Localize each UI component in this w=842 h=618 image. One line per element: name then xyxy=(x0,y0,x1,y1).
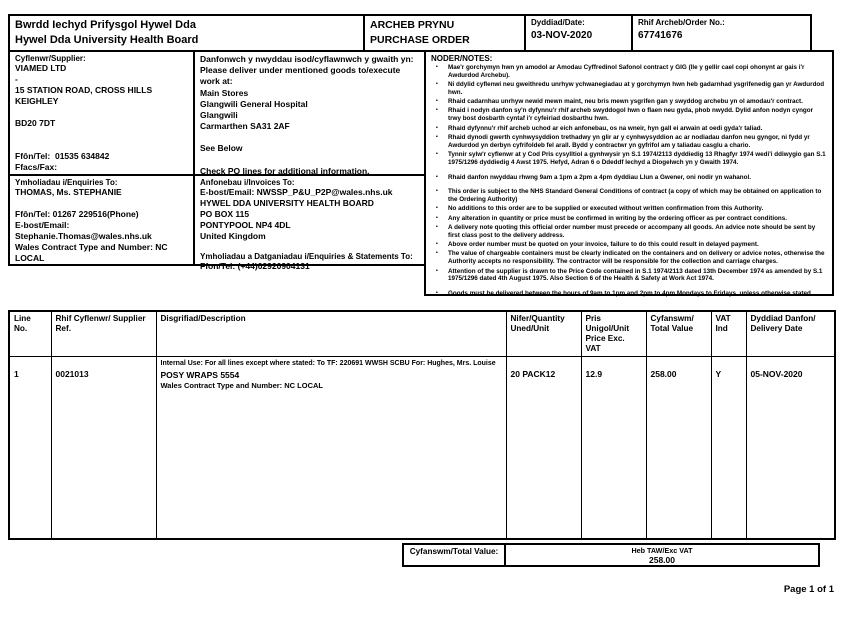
note-item: Rhaid dyfynnu'r rhif archeb uchod ar eic… xyxy=(435,125,827,133)
exc-vat-label: Heb TAW/Exc VAT xyxy=(631,546,693,555)
item-description: POSY WRAPS 5554 xyxy=(160,370,240,380)
order-date-cell: Dyddiad/Date: 03-NOV-2020 xyxy=(524,14,633,52)
line-items-section: Line No. Rhif Cyflenwr/ Supplier Ref. Disg… xyxy=(8,310,836,540)
order-number-value: 67741676 xyxy=(638,30,683,41)
cell-vat-ind: Y xyxy=(710,356,747,540)
col-header-supplier-ref: Rhif Cyflenwr/ Supplier Ref. xyxy=(50,310,157,357)
col-header-total-value: Cyfanswm/Total Value xyxy=(645,310,712,357)
invoices-email: E-bost/Email: NWSSP_P&U_P2P@wales.nhs.uk xyxy=(200,187,393,197)
cell-total-value: 258.00 xyxy=(645,356,712,540)
note-item: Attention of the supplier is drawn to th… xyxy=(435,268,827,284)
cell-delivery-date: 05-NOV-2020 xyxy=(745,356,836,540)
supplier-phone: Ffôn/Tel: 01535 634842 xyxy=(15,151,110,161)
totals-row: Cyfanswm/Total Value: Heb TAW/Exc VAT 25… xyxy=(402,543,820,567)
notes-list: Mae'r gorchymyn hwn yn amodol ar Amodau … xyxy=(435,64,827,298)
notes-label: NODER/NOTES: xyxy=(431,54,493,63)
header-row: Bwrdd Iechyd Prifysgol Hywel Dda Hywel D… xyxy=(8,14,812,52)
invoices-line: PONTYPOOL NP4 4DL xyxy=(200,220,291,230)
supplier-address-line: - xyxy=(15,74,18,84)
order-number-label: Rhif Archeb/Order No.: xyxy=(638,18,725,27)
cell-unit-price: 12.9 xyxy=(580,356,647,540)
note-item: Goods must be delivered between the hour… xyxy=(435,290,827,298)
document-title-cell: ARCHEB PRYNU PURCHASE ORDER xyxy=(363,14,526,52)
note-item: Above order number must be quoted on you… xyxy=(435,241,827,249)
supplier-postcode: BD20 7DT xyxy=(15,118,56,128)
internal-use-note: Internal Use: For all lines except where… xyxy=(160,360,496,367)
supplier-fax: Ffacs/Fax: xyxy=(15,162,58,172)
deliver-to-line: Glangwili General Hospital xyxy=(200,99,308,109)
deliver-to-box: Danfonwch y nwyddau isod/cyflawnwch y gw… xyxy=(193,50,426,176)
item-contract-note: Wales Contract Type and Number: NC LOCAL xyxy=(160,381,324,390)
supplier-label: Cyflenwr/Supplier: xyxy=(15,54,86,63)
statements-phone: Ffon/Tel: (+44)02920904131 xyxy=(200,261,310,271)
note-item: The value of chargeable containers must … xyxy=(435,250,827,266)
col-header-unit-price: Pris Unigol/Unit Price Exc. VAT xyxy=(580,310,647,357)
line-items-table: Line No. Rhif Cyflenwr/ Supplier Ref. Disg… xyxy=(8,310,836,540)
note-item: Rhaid danfon nwyddau rhwng 9am a 1pm a 2… xyxy=(435,174,827,182)
total-value-amount: 258.00 xyxy=(649,555,675,565)
col-header-vat-ind: VAT Ind xyxy=(710,310,747,357)
col-header-description: Disgrifiad/Description xyxy=(155,310,507,357)
col-header-delivery-date: Dyddiad Danfon/Delivery Date xyxy=(745,310,836,357)
supplier-address-line: 15 STATION ROAD, CROSS HILLS xyxy=(15,85,153,95)
note-item: Rhaid cadarnhau unrhyw newid mewn maint,… xyxy=(435,98,827,106)
table-row: 1 0021013 Internal Use: For all lines ex… xyxy=(8,356,836,540)
invoices-box: Anfonebau i/Invoices To: E-bost/Email: N… xyxy=(193,174,426,271)
deliver-to-line: Glangwili xyxy=(200,110,238,120)
note-item: This order is subject to the NHS Standar… xyxy=(435,188,827,204)
org-name-welsh: Bwrdd Iechyd Prifysgol Hywel Dda xyxy=(15,19,196,31)
note-item: Any alteration in quantity or price must… xyxy=(435,215,827,223)
cell-line-no: 1 xyxy=(8,356,52,540)
doc-title-welsh: ARCHEB PRYNU xyxy=(370,19,455,31)
check-po-note: Check PO lines for additional informatio… xyxy=(200,166,370,176)
org-name-english: Hywel Dda University Health Board xyxy=(15,34,199,46)
date-value: 03-NOV-2020 xyxy=(531,30,593,41)
statements-label: Ymholiadau a Datganiadau i/Enquiries & S… xyxy=(200,252,413,261)
deliver-to-line: Main Stores xyxy=(200,88,249,98)
invoices-label: Anfonebau i/Invoices To: xyxy=(200,178,295,187)
supplier-address-line xyxy=(15,107,188,118)
supplier-name: VIAMED LTD xyxy=(15,63,67,73)
notes-box: NODER/NOTES: Mae'r gorchymyn hwn yn amod… xyxy=(424,50,834,298)
note-item: Mae'r gorchymyn hwn yn amodol ar Amodau … xyxy=(435,64,827,80)
see-below-note: See Below xyxy=(200,143,243,153)
org-name-cell: Bwrdd Iechyd Prifysgol Hywel Dda Hywel D… xyxy=(8,14,365,52)
invoices-line: United Kingdom xyxy=(200,231,266,241)
enquiries-phone: Ffôn/Tel: 01267 229516(Phone) xyxy=(15,209,139,219)
cell-description: Internal Use: For all lines except where… xyxy=(155,356,507,540)
invoices-line: HYWEL DDA UNIVERSITY HEALTH BOARD xyxy=(200,198,374,208)
enquiries-contract: Wales Contract Type and Number: NC LOCAL xyxy=(15,242,170,263)
supplier-box: Cyflenwr/Supplier: VIAMED LTD - 15 STATI… xyxy=(8,50,195,176)
note-item: A delivery note quoting this official or… xyxy=(435,224,827,240)
invoices-line: PO BOX 115 xyxy=(200,209,250,219)
total-value-cell: Heb TAW/Exc VAT 258.00 xyxy=(504,543,820,567)
enquiries-box: Ymholiadau i/Enquiries To: THOMAS, Ms. S… xyxy=(8,174,195,266)
deliver-to-label: Danfonwch y nwyddau isod/cyflawnwch y gw… xyxy=(200,54,414,86)
enquiries-email: E-bost/Email: Stephanie.Thomas@wales.nhs… xyxy=(15,220,152,241)
table-header-row: Line No. Rhif Cyflenwr/ Supplier Ref. Disg… xyxy=(8,310,836,357)
note-item: Ni ddylid cyflenwi neu gweithredu unrhyw… xyxy=(435,81,827,97)
note-item: Rhaid dynodi gwerth cynhwysyddion tretha… xyxy=(435,134,827,150)
col-header-line-no: Line No. xyxy=(8,310,52,357)
cell-supplier-ref: 0021013 xyxy=(50,356,157,540)
col-header-quantity: Nifer/Quantity Uned/Unit xyxy=(505,310,582,357)
total-value-label: Cyfanswm/Total Value: xyxy=(402,543,506,567)
note-item: No additions to this order are to be sup… xyxy=(435,205,827,213)
supplier-address-line: KEIGHLEY xyxy=(15,96,59,106)
note-item: Rhaid i nodyn danfon sy'n dyfynnu'r rhif… xyxy=(435,107,827,123)
date-label: Dyddiad/Date: xyxy=(531,18,585,27)
enquiries-label: Ymholiadau i/Enquiries To: xyxy=(15,178,118,187)
note-item: Tynnir sylw'r cyflenwr at y Cod Pris cys… xyxy=(435,151,827,167)
doc-title-english: PURCHASE ORDER xyxy=(370,34,470,46)
deliver-to-line: Carmarthen SA31 2AF xyxy=(200,121,290,131)
enquiries-contact-name: THOMAS, Ms. STEPHANIE xyxy=(15,187,122,197)
order-number-cell: Rhif Archeb/Order No.: 67741676 xyxy=(631,14,812,52)
cell-quantity: 20 PACK12 xyxy=(505,356,582,540)
page-number: Page 1 of 1 xyxy=(783,584,834,595)
